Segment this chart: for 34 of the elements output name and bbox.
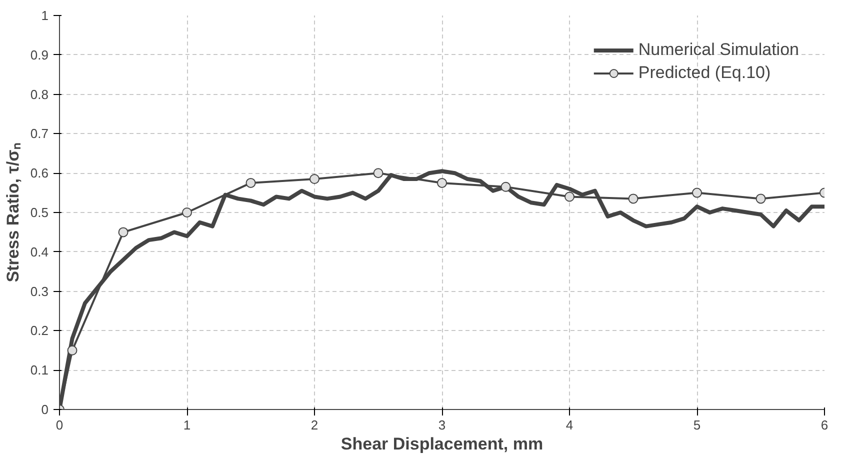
y-tick-label: 0.4 [30,244,49,260]
y-tick-label: 0.3 [30,284,49,299]
point [628,194,638,204]
y-axis-title: Stress Ratio, τ/σₙ [3,142,22,282]
y-tick-label: 1 [41,8,49,23]
x-tick-label: 3 [438,418,446,432]
y-tick-label: 0.7 [30,126,49,142]
y-tick-label: 0 [41,402,49,417]
point [246,178,256,188]
y-tick-label: 0.6 [30,166,49,181]
x-tick-label: 2 [310,418,318,432]
y-tick-label: 0.5 [30,205,49,220]
x-tick-label: 6 [820,418,828,432]
x-tick-label: 0 [56,418,64,432]
y-tick-label: 0.1 [30,362,49,378]
point [67,345,78,356]
legend-label: Numerical Simulation [638,40,799,60]
y-tick-label: 0.2 [30,323,49,338]
point [756,194,766,204]
point [310,174,320,184]
point [118,227,128,238]
point [500,182,511,192]
point [373,168,384,178]
point [182,208,192,218]
x-tick-label: 5 [693,418,701,432]
point [564,192,574,202]
y-tick-label: 0.9 [30,47,49,62]
legend-label: Predicted (Eq.10) [638,63,771,83]
x-tick-label: 1 [183,418,191,432]
x-tick-label: 4 [566,418,574,432]
point [437,178,447,188]
x-axis-title: Shear Displacement, mm [340,434,544,454]
y-tick-label: 0.8 [30,86,49,102]
point [692,188,702,198]
